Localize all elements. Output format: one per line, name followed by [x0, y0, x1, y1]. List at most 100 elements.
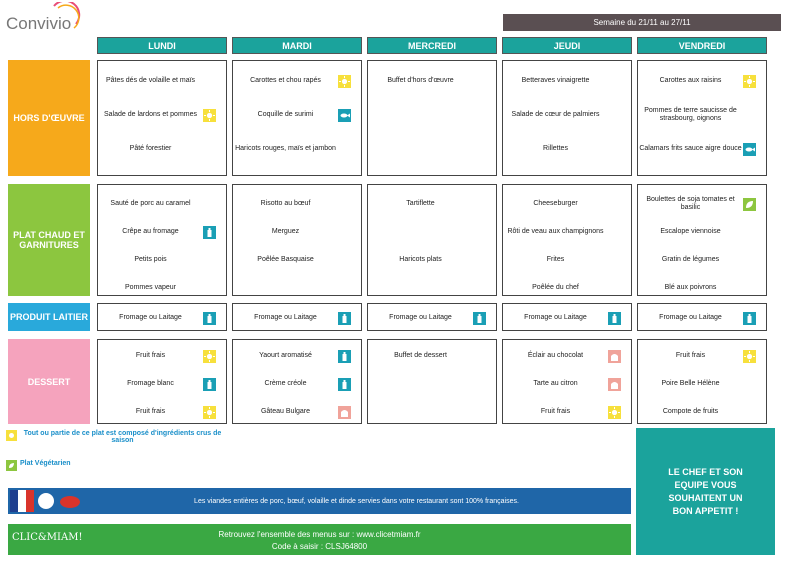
icon-graphic: [743, 349, 756, 363]
icon-graphic: [608, 349, 621, 363]
menu-item: Haricots plats: [399, 255, 442, 263]
icon-leaf: [6, 460, 17, 471]
footer-site: Retrouvez l'ensemble des menus sur : www…: [218, 530, 421, 539]
menu-cell: Tartiflette Haricots plats: [367, 184, 497, 296]
icon-graphic: [608, 405, 621, 419]
menu-item: Pommes de terre saucisse de strasbourg, …: [644, 106, 737, 123]
menu-cell: Sauté de porc au caramel Crêpe au fromage…: [97, 184, 227, 296]
menu-item: Crème créole: [264, 379, 307, 387]
legend-season: Tout ou partie de ce plat est composé d'…: [6, 430, 236, 444]
menu-item: Haricots rouges, maïs et jambon: [235, 144, 336, 152]
menu-item: Boulettes de soja tomates et basilic: [646, 195, 735, 212]
menu-item: Risotto au bœuf: [260, 199, 311, 207]
menu-cell: Buffet de dessert: [367, 339, 497, 424]
icon-dairy: [203, 225, 216, 239]
day-header: LUNDI: [97, 37, 227, 54]
day-header: VENDREDI: [637, 37, 767, 54]
day-header: JEUDI: [502, 37, 632, 54]
menu-item: Fromage ou Laitage: [254, 313, 317, 321]
icon-dairy: [743, 311, 756, 325]
icon-graphic: [338, 108, 351, 122]
row-label: PRODUIT LAITIER: [8, 303, 90, 331]
icon-graphic: [338, 311, 351, 325]
menu-cell: Betteraves vinaigrette Salade de cœur de …: [502, 60, 632, 176]
menu-item: Sauté de porc au caramel: [110, 199, 191, 207]
menu-item: Tartiflette: [406, 199, 435, 207]
menu-item: Fruit frais: [135, 351, 166, 359]
origin-banner: Les viandes entières de porc, bœuf, vola…: [8, 488, 631, 514]
icon-dairy: [608, 311, 621, 325]
footer-code: Code à saisir : CLSJ64800: [271, 542, 368, 551]
menu-item: Petits pois: [134, 255, 167, 263]
logo: Convivio: [6, 0, 96, 36]
menu-item: Fromage ou Laitage: [389, 313, 452, 321]
flag-icons: [10, 490, 80, 512]
menu-cell: Carottes aux raisins Pommes de terre sauc…: [637, 60, 767, 176]
icon-dairy: [203, 377, 216, 391]
menu-cell: Fruit frais Poire Belle Hélène Compote de …: [637, 339, 767, 424]
day-header: MERCREDI: [367, 37, 497, 54]
row-label: HORS D'ŒUVRE: [8, 60, 90, 176]
icon-cake: [338, 405, 351, 419]
menu-cell: Pâtes dés de volaille et maïs Salade de l…: [97, 60, 227, 176]
menu-item: Buffet de dessert: [394, 351, 447, 359]
footer-logo: CLIC&MIAM!: [12, 532, 83, 543]
icon-graphic: [743, 197, 756, 211]
menu-item: Cheeseburger: [533, 199, 578, 207]
icon-sun: [608, 405, 621, 419]
icon-dairy: [473, 311, 486, 325]
week-banner: Semaine du 21/11 au 27/11: [503, 14, 781, 31]
menu-item: Fromage ou Laitage: [659, 313, 722, 321]
menu-item: Pâtes dés de volaille et maïs: [105, 76, 196, 84]
icon-dairy: [338, 377, 351, 391]
icon-graphic: [203, 225, 216, 239]
icon-graphic: [743, 311, 756, 325]
menu-item: Salade de cœur de palmiers: [511, 110, 600, 118]
menu-item: Carottes aux raisins: [659, 76, 722, 84]
icon-graphic: [203, 349, 216, 363]
icon-sun: [203, 405, 216, 419]
menu-cell: Éclair au chocolat Tarte au citron Fruit f…: [502, 339, 632, 424]
menu-item: Pommes vapeur: [125, 283, 176, 291]
menu-item: Crêpe au fromage: [122, 227, 179, 235]
menu-item: Rôti de veau aux champignons: [507, 227, 604, 235]
icon-sun: [743, 74, 756, 88]
menu-item: Gâteau Bulgare: [260, 407, 311, 415]
menu-item: Salade de lardons et pommes: [104, 110, 197, 118]
logo-mark: [53, 0, 81, 29]
menu-cell: Fromage ou Laitage: [367, 303, 497, 331]
icon-sun: [6, 430, 17, 441]
chef-box: LE CHEF ET SON EQUIPE VOUS SOUHAITENT UN…: [636, 428, 775, 555]
icon-graphic: [743, 74, 756, 88]
icon-sun: [743, 349, 756, 363]
menu-cell: Fromage ou Laitage: [637, 303, 767, 331]
menu-item: Escalope viennoise: [660, 227, 721, 235]
row-label: PLAT CHAUD ET GARNITURES: [8, 184, 90, 296]
menu-cell: Yaourt aromatisé Crème créole Gâteau Bulga…: [232, 339, 362, 424]
menu-cell: Fromage ou Laitage: [232, 303, 362, 331]
menu-cell: Cheeseburger Rôti de veau aux champignons…: [502, 184, 632, 296]
menu-cell: Risotto au bœuf Merguez Poêlée Basquaise: [232, 184, 362, 296]
menu-cell: Buffet d'hors d'œuvre: [367, 60, 497, 176]
menu-item: Carottes et chou rapés: [250, 76, 321, 84]
icon-graphic: [338, 377, 351, 391]
chef-text: LE CHEF ET SON EQUIPE VOUS SOUHAITENT UN…: [668, 466, 743, 516]
icon-graphic: [203, 108, 216, 122]
menu-cell: Fromage ou Laitage: [97, 303, 227, 331]
icon-graphic: [203, 377, 216, 391]
menu-item: Pâté forestier: [129, 144, 172, 152]
icon-leaf: [743, 197, 756, 211]
footer: CLIC&MIAM! Retrouvez l'ensemble des menu…: [8, 524, 631, 555]
banner-text: Les viandes entières de porc, bœuf, vola…: [194, 497, 519, 505]
menu-item: Betteraves vinaigrette: [521, 76, 590, 84]
menu-item: Fromage blanc: [127, 379, 174, 387]
icon-graphic: [608, 311, 621, 325]
icon-graphic: [743, 142, 756, 156]
icon-graphic: [608, 377, 621, 391]
menu-item: Coquille de surimi: [257, 110, 314, 118]
icon-cake: [608, 377, 621, 391]
icon-dairy: [338, 311, 351, 325]
icon-fish: [743, 142, 756, 156]
logo-text: Convivio: [6, 14, 72, 33]
